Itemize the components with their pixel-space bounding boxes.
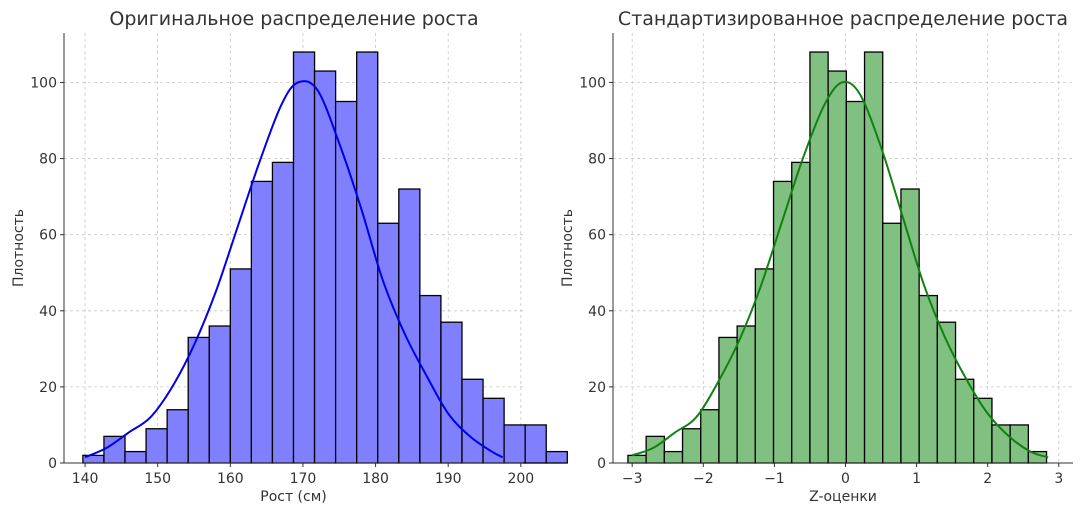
histogram-bar [1027,450,1048,464]
x-tick-label: −1 [764,471,785,487]
x-tick-label: 190 [435,471,462,487]
histogram-bar [229,268,253,464]
histogram-bar [991,424,1011,464]
histogram-bar [954,378,975,464]
histogram-bar [187,336,210,464]
y-tick-label: 40 [588,304,606,320]
histogram-bar [503,424,526,464]
x-tick-label: −2 [693,471,714,487]
histogram-bar [166,409,189,464]
histogram-bar [545,450,568,464]
x-tick-label: 2 [983,471,992,487]
histogram-bar [145,428,168,464]
y-tick-label: 100 [579,75,606,91]
y-tick-label: 0 [48,456,57,472]
y-tick-label: 20 [39,380,57,396]
histogram-bar [419,294,442,464]
histogram-bar [772,180,793,464]
histogram-bar [524,424,547,464]
chart-panel-2: 0 20 40 60 80 100 −3 −2 −1 0 1 2 3 Стандартизированно… [560,8,1073,505]
histogram-bar [250,180,274,464]
histogram-bar [718,336,738,464]
histogram-bar [882,222,902,464]
chart-panel-1: 0 20 40 60 80 100 140 150 160 170 180 190 200 Оригина… [11,8,568,505]
histogram-bar [103,435,126,464]
x-tick-label: 0 [841,471,850,487]
histogram-bar [681,428,702,464]
y-tick-label: 80 [588,152,606,168]
histogram-bar [845,100,866,464]
histogram-bar [791,161,811,464]
x-tick-label: 180 [362,471,389,487]
histogram-bar [208,325,231,464]
chart-title: Стандартизированное распределение роста [618,8,1068,30]
histogram-bar [754,268,775,464]
histogram-bar [863,51,884,464]
histogram-bar [356,51,379,464]
histogram-bar [900,188,920,464]
histogram-bar [827,70,847,464]
y-tick-label: 60 [588,228,606,244]
histogram-bar [627,454,647,464]
y-tick-label: 60 [39,228,57,244]
y-tick-label: 100 [30,75,57,91]
histogram-bar [700,409,720,464]
y-tick-label: 80 [39,152,57,168]
x-axis-label: Рост (см) [260,489,327,505]
histogram-bar [271,161,295,464]
histogram-bar [292,51,316,464]
histogram-bar [334,100,358,464]
x-tick-label: 200 [507,471,534,487]
x-tick-label: −3 [622,471,643,487]
x-tick-label: 140 [72,471,99,487]
chart-title: Оригинальное распределение роста [109,8,478,30]
histogram-bar [736,325,756,464]
histogram-bar [461,378,484,464]
x-tick-label: 170 [290,471,317,487]
x-tick-label: 1 [912,471,921,487]
histogram-bar [313,70,337,464]
x-tick-label: 3 [1054,471,1063,487]
histogram-bar [440,321,463,464]
histogram-bar [936,321,957,464]
x-tick-label: 160 [217,471,244,487]
y-tick-label: 40 [39,304,57,320]
kde-curve [84,80,504,459]
kde-curve [631,80,1049,459]
y-axis-label: Плотность [11,209,27,287]
histogram-bar [918,294,938,464]
y-tick-label: 20 [588,380,606,396]
histogram-bar [663,450,684,464]
x-axis-label: Z-оценки [809,489,877,505]
histogram-bar [124,450,147,464]
x-tick-label: 150 [144,471,171,487]
histogram-bar [809,51,829,464]
histogram-bar [377,222,400,464]
y-axis-label: Плотность [560,209,576,287]
y-tick-label: 0 [597,456,606,472]
